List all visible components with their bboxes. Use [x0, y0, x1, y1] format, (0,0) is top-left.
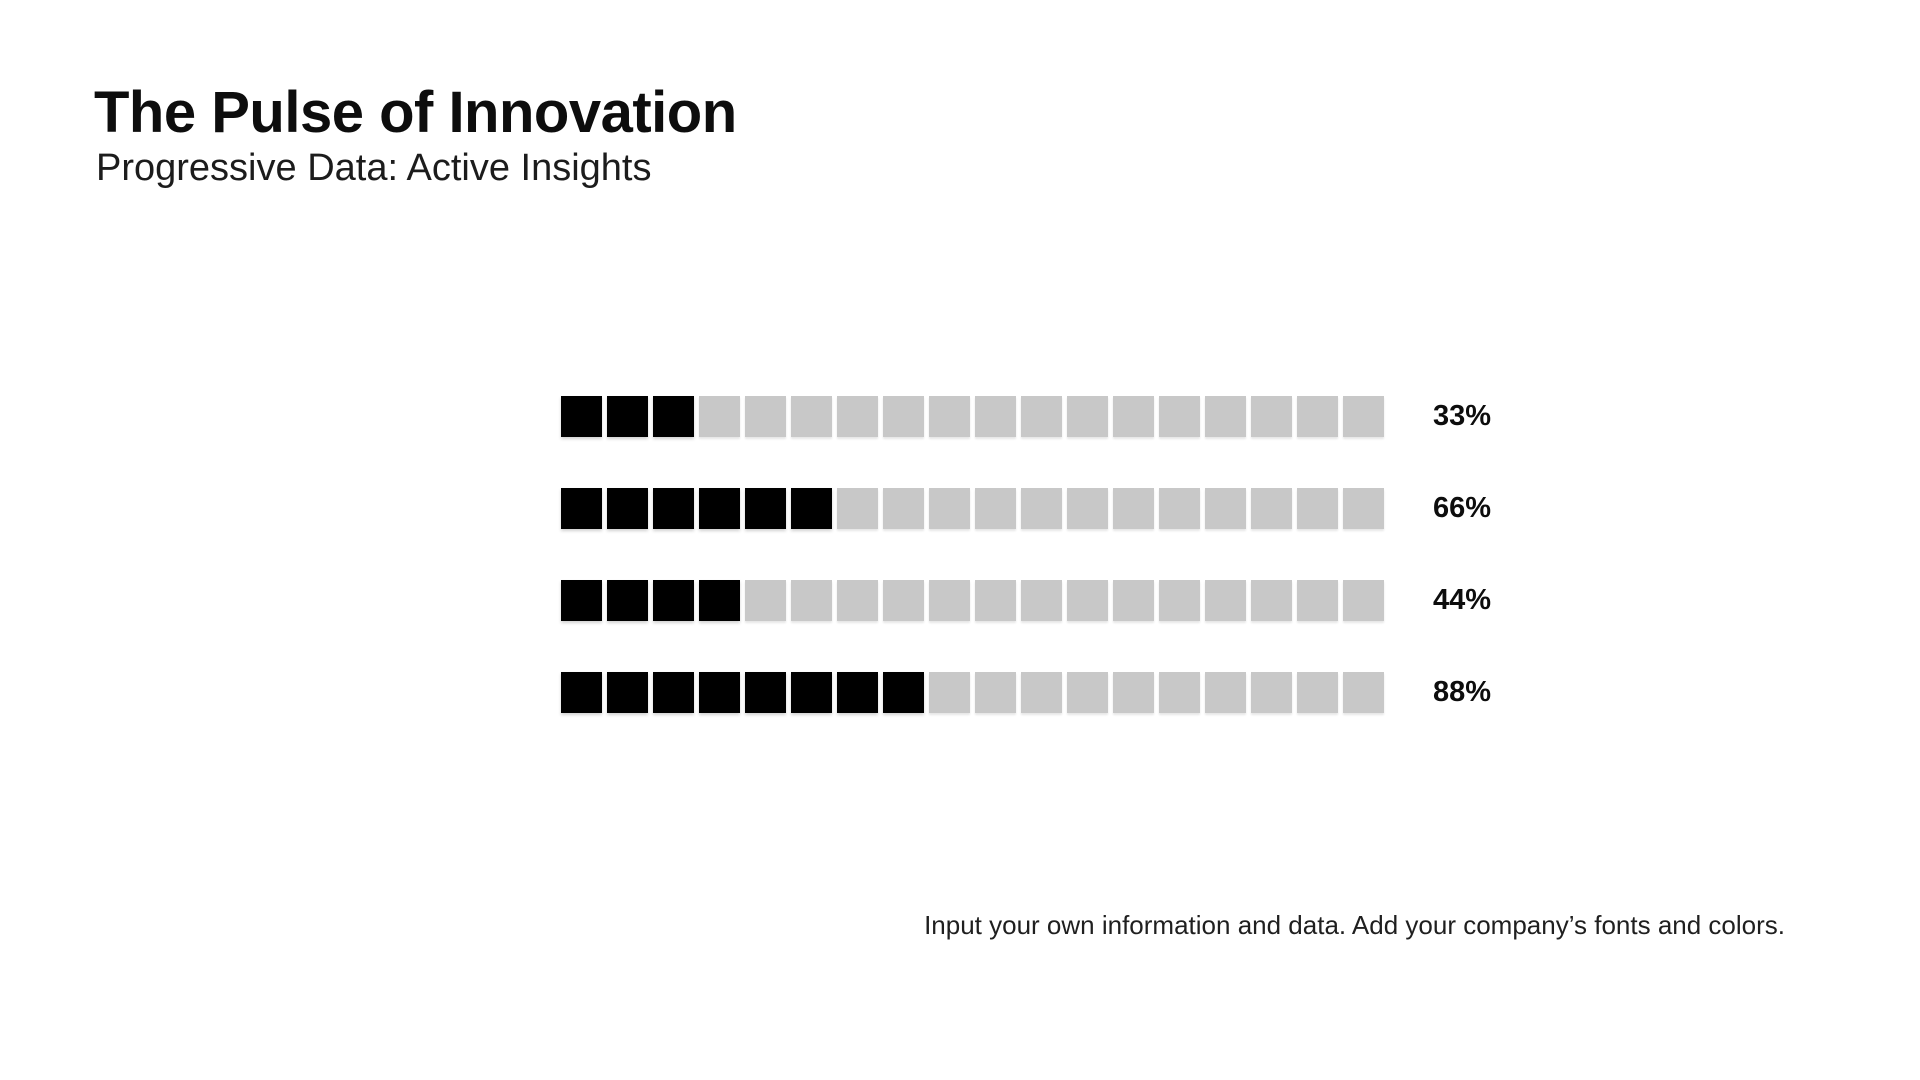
progress-row: 66%	[561, 488, 1491, 529]
progress-segment-filled	[653, 396, 694, 437]
progress-segment-empty	[1159, 580, 1200, 621]
progress-segment-empty	[929, 396, 970, 437]
progress-segment-empty	[1021, 488, 1062, 529]
progress-segment-filled	[607, 672, 648, 713]
progress-segment-empty	[1205, 396, 1246, 437]
progress-row: 44%	[561, 580, 1491, 621]
progress-percentage-label: 44%	[1433, 584, 1492, 616]
progress-segment-filled	[653, 488, 694, 529]
progress-segment-empty	[929, 672, 970, 713]
progress-segment-filled	[607, 580, 648, 621]
progress-row: 33%	[561, 396, 1491, 437]
progress-segment-filled	[607, 396, 648, 437]
progress-segment-empty	[1343, 396, 1384, 437]
progress-segment-empty	[745, 396, 786, 437]
progress-segment-empty	[1021, 672, 1062, 713]
progress-segment-filled	[883, 672, 924, 713]
progress-segment-empty	[1205, 488, 1246, 529]
progress-segment-empty	[1343, 488, 1384, 529]
progress-segment-filled	[745, 488, 786, 529]
progress-percentage-label: 88%	[1433, 676, 1492, 708]
progress-segment-empty	[1113, 396, 1154, 437]
progress-segment-filled	[837, 672, 878, 713]
progress-segment-empty	[1251, 488, 1292, 529]
page-subtitle: Progressive Data: Active Insights	[96, 147, 652, 189]
progress-segment-filled	[561, 580, 602, 621]
progress-segment-filled	[561, 488, 602, 529]
progress-segments	[561, 672, 1384, 713]
progress-segment-empty	[745, 580, 786, 621]
progress-segment-empty	[929, 580, 970, 621]
progress-segment-empty	[975, 396, 1016, 437]
progress-segments	[561, 580, 1384, 621]
progress-segment-empty	[1067, 580, 1108, 621]
segmented-progress-chart: 33% 66% 44% 88%	[561, 396, 1491, 713]
progress-segment-empty	[1021, 396, 1062, 437]
progress-segment-filled	[745, 672, 786, 713]
progress-segment-empty	[1251, 396, 1292, 437]
progress-segment-empty	[1205, 672, 1246, 713]
progress-segment-filled	[561, 672, 602, 713]
progress-percentage-label: 66%	[1433, 492, 1492, 524]
progress-segments	[561, 488, 1384, 529]
progress-segment-empty	[1159, 488, 1200, 529]
progress-segment-empty	[699, 396, 740, 437]
progress-segment-empty	[975, 488, 1016, 529]
progress-segment-empty	[1113, 672, 1154, 713]
progress-segment-empty	[975, 672, 1016, 713]
progress-segment-empty	[837, 396, 878, 437]
progress-segments	[561, 396, 1384, 437]
progress-segment-empty	[791, 396, 832, 437]
progress-segment-empty	[837, 488, 878, 529]
progress-segment-empty	[1343, 580, 1384, 621]
progress-segment-filled	[791, 672, 832, 713]
progress-segment-filled	[699, 488, 740, 529]
progress-segment-empty	[883, 488, 924, 529]
progress-segment-empty	[791, 580, 832, 621]
progress-segment-empty	[1343, 672, 1384, 713]
progress-segment-empty	[1205, 580, 1246, 621]
progress-segment-empty	[1159, 396, 1200, 437]
progress-segment-empty	[1067, 488, 1108, 529]
progress-segment-filled	[653, 580, 694, 621]
progress-segment-filled	[791, 488, 832, 529]
progress-segment-empty	[883, 580, 924, 621]
progress-segment-empty	[1297, 672, 1338, 713]
progress-segment-empty	[1021, 580, 1062, 621]
progress-segment-empty	[1113, 488, 1154, 529]
progress-segment-empty	[1251, 672, 1292, 713]
progress-segment-empty	[1297, 396, 1338, 437]
progress-segment-filled	[607, 488, 648, 529]
progress-segment-filled	[561, 396, 602, 437]
progress-segment-empty	[1067, 672, 1108, 713]
progress-percentage-label: 33%	[1433, 400, 1492, 432]
progress-segment-filled	[653, 672, 694, 713]
progress-segment-filled	[699, 580, 740, 621]
progress-segment-empty	[1067, 396, 1108, 437]
progress-segment-empty	[929, 488, 970, 529]
progress-segment-empty	[1159, 672, 1200, 713]
progress-segment-empty	[1251, 580, 1292, 621]
progress-segment-empty	[1113, 580, 1154, 621]
progress-segment-empty	[837, 580, 878, 621]
progress-segment-empty	[883, 396, 924, 437]
footnote: Input your own information and data. Add…	[924, 910, 1785, 940]
progress-row: 88%	[561, 672, 1491, 713]
progress-segment-empty	[1297, 580, 1338, 621]
progress-segment-empty	[1297, 488, 1338, 529]
progress-segment-filled	[699, 672, 740, 713]
page-title: The Pulse of Innovation	[94, 80, 737, 145]
progress-segment-empty	[975, 580, 1016, 621]
